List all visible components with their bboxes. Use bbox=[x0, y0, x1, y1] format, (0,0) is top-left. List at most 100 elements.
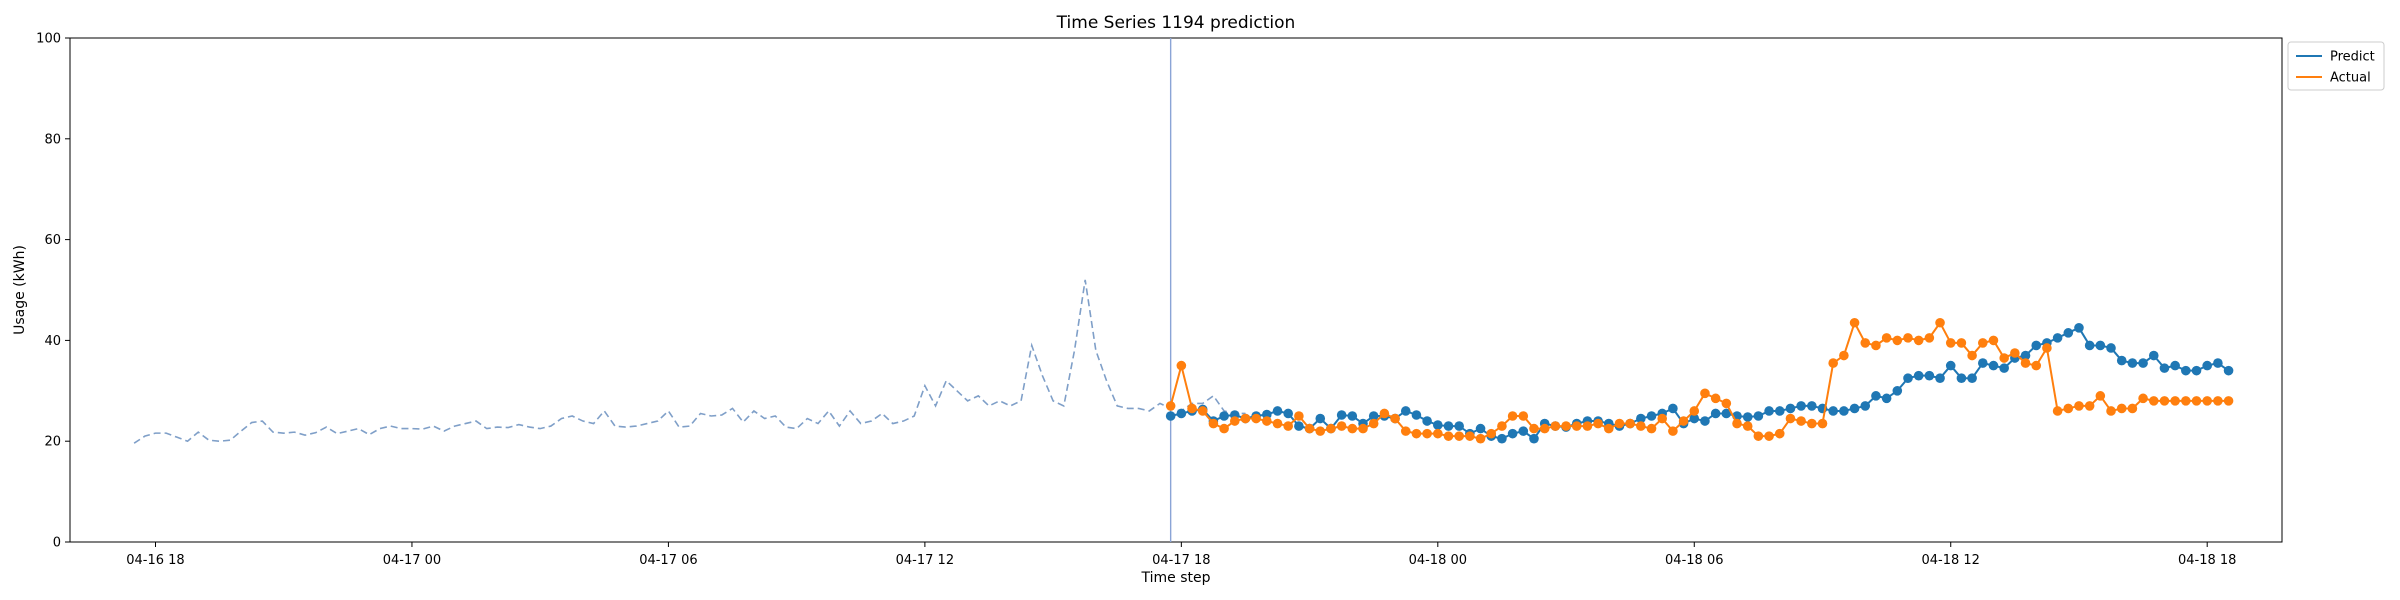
actual-point bbox=[2042, 343, 2052, 353]
actual-point bbox=[1400, 426, 1411, 436]
actual-point bbox=[1646, 423, 1657, 434]
actual-point bbox=[1849, 317, 1860, 328]
predict-point bbox=[1742, 412, 1753, 422]
predict-point bbox=[1988, 360, 1999, 371]
actual-point bbox=[1593, 418, 1603, 429]
actual-point bbox=[1913, 335, 1924, 346]
actual-point bbox=[1197, 406, 1208, 416]
actual-point bbox=[1358, 423, 1368, 434]
actual-point bbox=[1967, 350, 1977, 361]
predict-point bbox=[1529, 433, 1539, 444]
actual-point bbox=[1379, 408, 1390, 419]
actual-point bbox=[1935, 317, 1945, 328]
predict-point bbox=[1433, 420, 1443, 430]
actual-point bbox=[1710, 393, 1721, 404]
predict-point bbox=[1796, 401, 1806, 411]
actual-point bbox=[2095, 391, 2106, 401]
actual-point bbox=[2074, 401, 2084, 411]
predict-point bbox=[1785, 403, 1796, 414]
legend-label-predict: Predict bbox=[2330, 50, 2375, 65]
actual-point bbox=[1240, 413, 1251, 424]
actual-point bbox=[1689, 406, 1700, 416]
predict-point bbox=[1176, 408, 1187, 419]
predict-point bbox=[2159, 363, 2170, 373]
chart-title: Time Series 1194 prediction bbox=[1056, 13, 1296, 33]
predict-point bbox=[2202, 360, 2212, 371]
actual-point bbox=[1988, 335, 1999, 346]
actual-point bbox=[1165, 401, 1176, 411]
actual-point bbox=[1603, 423, 1614, 434]
predict-point bbox=[1336, 410, 1347, 420]
predict-point bbox=[1774, 406, 1785, 416]
predict-point bbox=[1924, 370, 1935, 381]
y-axis-title: Usage (kWh) bbox=[12, 245, 28, 335]
predict-point bbox=[1165, 411, 1176, 421]
predict-point bbox=[2020, 350, 2031, 361]
predict-point bbox=[1860, 401, 1871, 411]
actual-point bbox=[1390, 413, 1400, 424]
actual-point bbox=[1945, 338, 1956, 348]
actual-point bbox=[2159, 396, 2170, 406]
history-series-line bbox=[133, 279, 1246, 444]
actual-point bbox=[1956, 338, 1967, 348]
actual-point bbox=[1347, 423, 1358, 434]
actual-point bbox=[1336, 421, 1347, 431]
actual-point bbox=[2223, 396, 2234, 406]
x-tick-label: 04-17 00 bbox=[383, 553, 441, 568]
actual-point bbox=[1807, 418, 1817, 429]
actual-point bbox=[1742, 421, 1753, 431]
predict-point bbox=[2084, 340, 2095, 351]
actual-point bbox=[2138, 393, 2148, 404]
actual-point bbox=[1497, 421, 1507, 431]
predict-point bbox=[1411, 410, 1422, 420]
x-tick-label: 04-17 12 bbox=[896, 553, 954, 568]
predict-point bbox=[1400, 406, 1411, 416]
x-axis: 04-16 18 04-17 00 04-17 06 04-17 12 04-17 18… bbox=[126, 542, 2236, 568]
predict-point bbox=[1721, 408, 1732, 419]
predict-point bbox=[1892, 386, 1903, 396]
predict-point bbox=[1849, 403, 1860, 414]
predict-point bbox=[2213, 358, 2223, 368]
predict-point bbox=[1881, 393, 1892, 404]
predict-point bbox=[1913, 370, 1924, 381]
legend: Predict Actual bbox=[2287, 41, 2385, 91]
plot-area bbox=[69, 37, 2283, 543]
actual-point bbox=[1764, 431, 1774, 441]
actual-point bbox=[1625, 418, 1635, 429]
predict-point bbox=[1454, 421, 1464, 431]
predict-point bbox=[1646, 411, 1657, 421]
actual-point bbox=[1881, 333, 1892, 343]
actual-point bbox=[1475, 433, 1486, 444]
actual-point bbox=[1550, 421, 1561, 431]
actual-point bbox=[2202, 396, 2212, 406]
actual-point bbox=[1561, 421, 1571, 431]
actual-point bbox=[1614, 418, 1625, 429]
predict-point bbox=[1764, 406, 1774, 416]
actual-point bbox=[1315, 426, 1326, 436]
predict-point bbox=[1999, 363, 2009, 373]
x-tick-label: 04-18 00 bbox=[1409, 553, 1467, 568]
actual-point bbox=[1176, 360, 1187, 371]
actual-point bbox=[1507, 411, 1518, 421]
actual-point bbox=[1817, 418, 1828, 429]
actual-point bbox=[1774, 428, 1785, 439]
actual-point bbox=[2106, 406, 2116, 416]
actual-point bbox=[1368, 418, 1379, 429]
actual-point bbox=[2031, 360, 2042, 371]
x-tick-label: 04-18 18 bbox=[2178, 553, 2236, 568]
predict-point bbox=[1668, 403, 1678, 414]
y-tick-label: 100 bbox=[36, 32, 61, 47]
actual-point bbox=[1582, 421, 1593, 431]
predict-point bbox=[1497, 433, 1507, 444]
actual-point bbox=[1924, 333, 1935, 343]
predict-point bbox=[1518, 426, 1529, 436]
predict-point bbox=[1689, 413, 1700, 424]
predict-point bbox=[2138, 358, 2148, 368]
actual-point bbox=[2020, 358, 2031, 368]
actual-point bbox=[2213, 396, 2223, 406]
actual-point bbox=[1454, 431, 1464, 441]
actual-point bbox=[1422, 428, 1432, 439]
y-tick-label: 60 bbox=[44, 233, 61, 248]
actual-point bbox=[1272, 418, 1283, 429]
actual-point bbox=[1433, 428, 1443, 439]
